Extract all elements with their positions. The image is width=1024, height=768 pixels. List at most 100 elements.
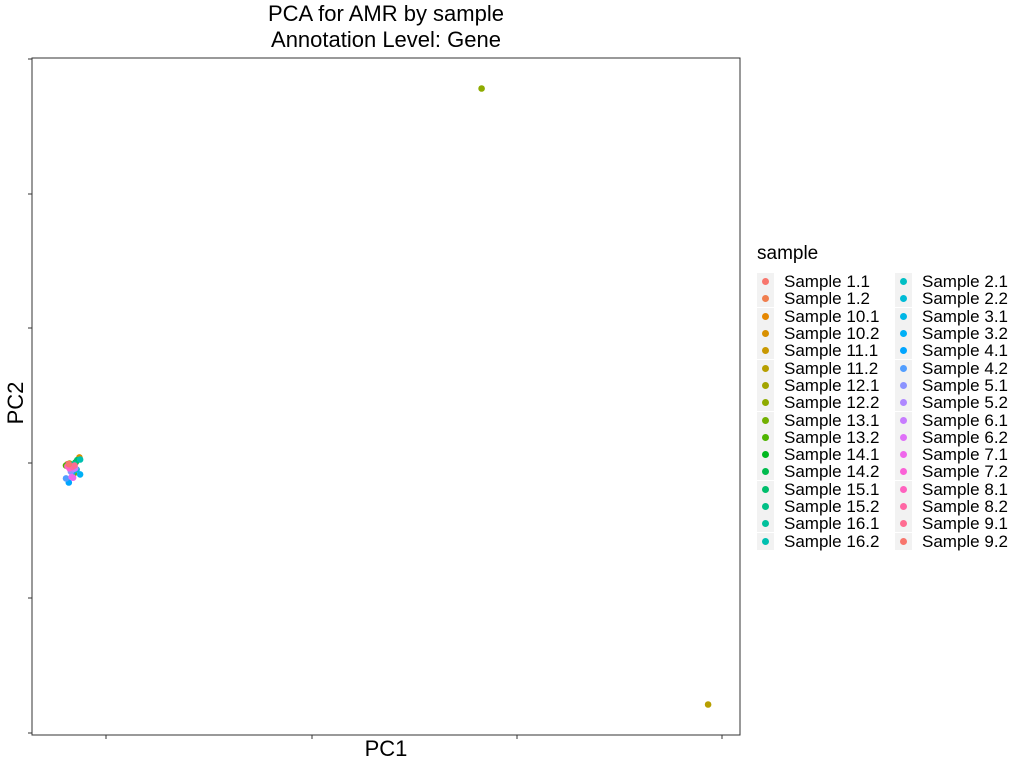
- legend-key: [895, 480, 912, 498]
- legend-key: [757, 498, 774, 515]
- legend-key: [895, 498, 912, 515]
- chart-title: PCA for AMR by sample: [268, 1, 504, 26]
- legend-item: Sample 12.2: [757, 394, 879, 412]
- legend-key: [757, 325, 774, 343]
- legend-label: Sample 7.1: [922, 445, 1008, 465]
- legend-label: Sample 9.1: [922, 514, 1008, 534]
- legend-item: Sample 9.1: [895, 514, 1008, 534]
- legend-key: [757, 428, 774, 446]
- legend-item: Sample 14.2: [757, 462, 880, 482]
- legend-swatch: [762, 347, 769, 355]
- legend-item: Sample 6.1: [895, 410, 1008, 430]
- legend-key: [895, 446, 912, 464]
- legend-swatch: [900, 520, 907, 528]
- legend-swatch: [762, 295, 769, 303]
- legend-label: Sample 1.1: [784, 272, 870, 292]
- legend-key: [895, 376, 912, 394]
- legend-label: Sample 7.2: [922, 462, 1008, 482]
- legend-key: [895, 342, 912, 360]
- legend-swatch: [900, 433, 907, 441]
- legend-key: [895, 532, 912, 550]
- legend-label: Sample 9.2: [922, 531, 1008, 551]
- legend-label: Sample 3.1: [922, 306, 1008, 326]
- legend-label: Sample 6.1: [922, 410, 1008, 430]
- legend-key: [895, 290, 912, 308]
- legend-item: Sample 1.1: [757, 272, 879, 292]
- legend-item: Sample 3.2: [895, 325, 1008, 343]
- legend-swatch: [900, 399, 907, 407]
- legend-swatch: [900, 381, 907, 389]
- legend-item: Sample 9.2: [895, 531, 1008, 551]
- legend-swatch: [762, 485, 769, 493]
- legend-key: [757, 307, 774, 325]
- legend-label: Sample 8.2: [922, 497, 1008, 516]
- legend-swatch: [900, 278, 907, 286]
- legend-item: Sample 10.1: [757, 307, 879, 325]
- data-point: [704, 701, 712, 708]
- legend-item: Sample 1.2: [757, 289, 879, 309]
- legend-item: Sample 13.1: [757, 411, 879, 429]
- legend-swatch: [762, 520, 769, 528]
- legend-key: [757, 515, 774, 533]
- legend-swatch: [900, 295, 907, 303]
- legend-label: Sample 14.2: [784, 462, 880, 482]
- legend-label: Sample 16.2: [784, 531, 880, 551]
- legend-key: [895, 463, 912, 481]
- legend-key: [895, 273, 912, 291]
- legend-label: Sample 5.2: [922, 393, 1008, 413]
- legend-key: [757, 446, 774, 464]
- legend-swatch: [762, 278, 769, 286]
- legend-label: Sample 1.2: [784, 289, 870, 309]
- legend-swatch: [762, 364, 769, 372]
- legend-item: Sample 13.2: [757, 427, 880, 447]
- legend-label: Sample 14.1: [784, 445, 880, 465]
- legend-item: Sample 2.2: [895, 290, 1008, 308]
- legend-item: Sample 4.1: [895, 341, 1008, 361]
- legend-label: Sample 13.2: [784, 427, 880, 447]
- legend-item: Sample 7.1: [895, 445, 1008, 465]
- legend-label: Sample 10.2: [784, 324, 880, 344]
- legend-item: Sample 11.1: [757, 341, 879, 361]
- legend-item: Sample 2.1: [895, 272, 1008, 292]
- legend-key: [895, 394, 912, 412]
- legend-key: [757, 463, 774, 481]
- legend-key: [895, 411, 912, 429]
- legend-swatch: [900, 416, 907, 424]
- legend-label: Sample 2.1: [922, 272, 1008, 292]
- legend-key: [757, 290, 774, 308]
- legend-item: Sample 10.2: [757, 324, 880, 344]
- legend-label: Sample 15.2: [784, 497, 880, 516]
- legend-item: Sample 3.1: [895, 306, 1008, 326]
- legend-key: [757, 359, 774, 377]
- legend-item: Sample 4.2: [895, 358, 1008, 378]
- legend-label: Sample 12.1: [784, 375, 880, 395]
- legend-swatch: [762, 468, 769, 476]
- y-axis-label: PC2: [3, 381, 28, 425]
- data-point: [76, 471, 84, 478]
- legend-label: Sample 11.2: [784, 358, 879, 378]
- legend-item: Sample 12.1: [757, 375, 880, 395]
- legend-key: [895, 515, 912, 533]
- legend-label: Sample 11.1: [784, 341, 879, 361]
- legend-key: [757, 376, 774, 394]
- legend-item: Sample 5.2: [895, 393, 1008, 413]
- legend-title: sample: [757, 243, 819, 264]
- legend-item: Sample 8.2: [895, 498, 1008, 515]
- legend-column-1: Sample 1.1 Sample 1.2 Sample 10.1 Sample 10…: [757, 273, 879, 550]
- legend-item: Sample 14.1: [757, 445, 880, 465]
- legend-swatch: [762, 399, 769, 407]
- data-point: [65, 460, 73, 468]
- legend-swatch: [900, 451, 907, 459]
- legend-item: Sample 6.2: [895, 427, 1008, 447]
- legend-label: Sample 15.1: [784, 479, 880, 499]
- legend-key: [895, 307, 912, 325]
- legend-key: [757, 342, 774, 360]
- legend-label: Sample 6.2: [922, 427, 1008, 447]
- data-point: [76, 456, 84, 463]
- legend-item: Sample 11.2: [757, 358, 879, 378]
- legend-swatch: [900, 347, 907, 355]
- x-axis-label: PC1: [364, 736, 408, 761]
- data-point: [62, 475, 70, 482]
- legend-label: Sample 4.2: [922, 358, 1008, 378]
- legend-label: Sample 4.1: [922, 341, 1008, 361]
